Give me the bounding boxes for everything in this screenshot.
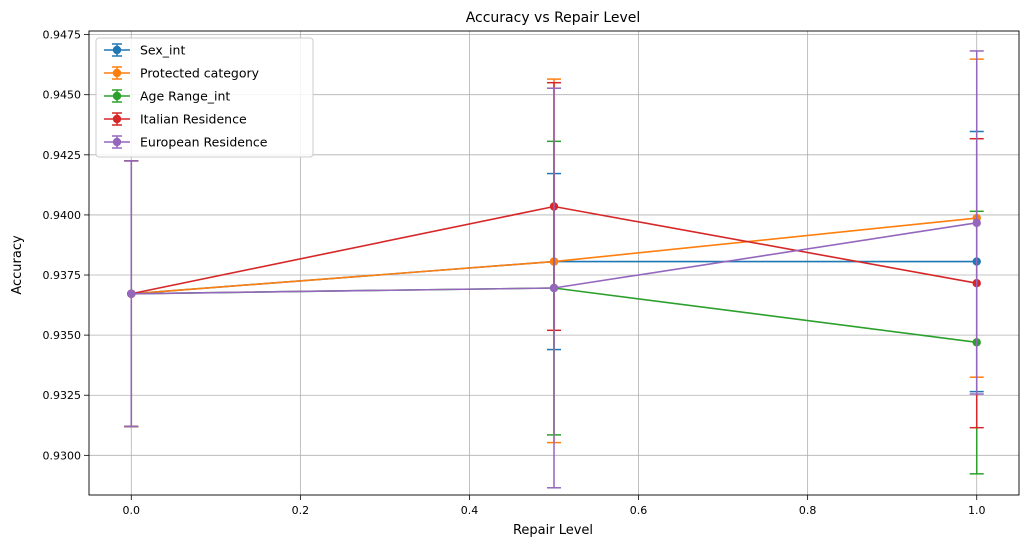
legend-item: European Residence <box>104 135 268 150</box>
x-axis-ticks: 0.0 0.2 0.4 0.6 0.8 1.0 <box>123 495 986 517</box>
legend-label: Age Range_int <box>140 89 230 104</box>
legend-item: Protected category <box>104 66 260 81</box>
data-point <box>972 218 981 228</box>
data-point <box>549 283 559 293</box>
legend-item: Sex_int <box>104 43 185 58</box>
x-tick-label: 0.8 <box>799 504 817 517</box>
axes <box>88 30 1020 496</box>
legend-label: European Residence <box>140 135 268 150</box>
legend-box <box>95 37 314 158</box>
x-tick-label: 0.2 <box>292 504 310 517</box>
y-tick-label: 0.9400 <box>43 209 82 222</box>
legend-label: Sex_int <box>140 43 185 58</box>
y-tick-label: 0.9325 <box>43 389 82 402</box>
y-tick-label: 0.9425 <box>43 149 82 162</box>
data-point <box>127 289 136 298</box>
axes-frame <box>88 30 1020 496</box>
legend-item: Italian Residence <box>104 112 247 127</box>
y-tick-label: 0.9300 <box>43 449 82 462</box>
x-tick-label: 1.0 <box>968 504 986 517</box>
x-tick-label: 0.6 <box>630 504 648 517</box>
legend: Sex_int Protected category Age Range_int It… <box>95 37 314 158</box>
y-axis-ticks: 0.9300 0.9325 0.9350 0.9375 0.9400 0.9425 0.94… <box>43 29 89 462</box>
legend-item: Age Range_int <box>104 89 230 104</box>
chart-title: Accuracy vs Repair Level <box>466 10 641 26</box>
series-european-residence <box>124 50 984 489</box>
x-tick-label: 0.4 <box>461 504 479 517</box>
y-tick-label: 0.9350 <box>43 329 82 342</box>
legend-swatch-marker <box>112 91 122 101</box>
legend-swatch-marker <box>112 68 122 78</box>
legend-swatch-marker <box>112 45 122 55</box>
x-axis-label: Repair Level <box>513 523 593 538</box>
y-axis-label: Accuracy <box>10 235 25 295</box>
y-tick-label: 0.9475 <box>43 29 82 42</box>
plot-area <box>124 50 984 489</box>
legend-label: Protected category <box>140 66 260 81</box>
legend-swatch-marker <box>112 114 122 124</box>
y-tick-label: 0.9450 <box>43 89 82 102</box>
x-tick-label: 0.0 <box>123 504 141 517</box>
y-tick-label: 0.9375 <box>43 269 82 282</box>
legend-swatch-marker <box>112 137 122 147</box>
legend-label: Italian Residence <box>140 112 247 127</box>
